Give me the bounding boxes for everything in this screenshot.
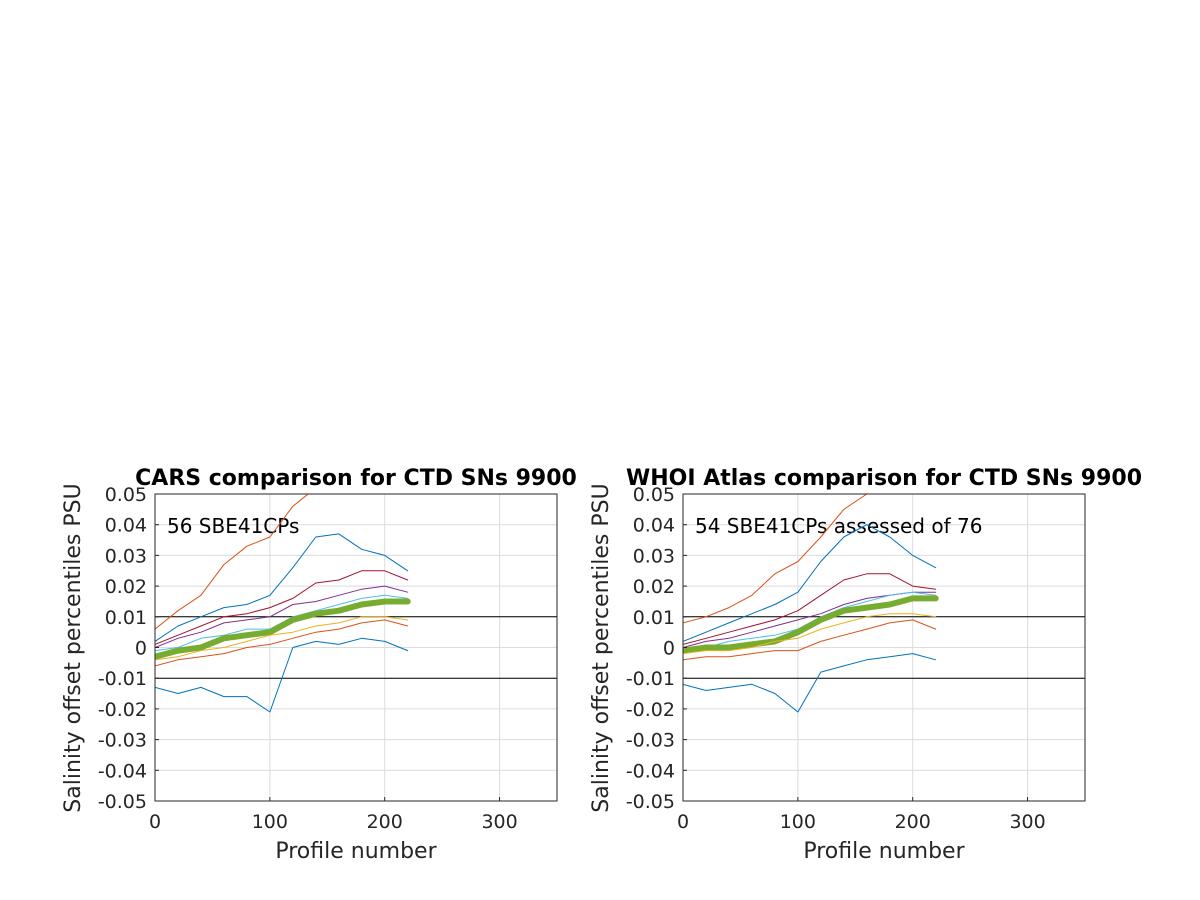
x-axis-label: Profile number: [275, 839, 437, 864]
y-tick-label: -0.04: [626, 760, 675, 782]
y-tick-label: -0.04: [98, 760, 147, 782]
y-tick-label: 0.01: [105, 607, 147, 629]
axes-frame: [154, 493, 558, 802]
percentile-line: [155, 616, 409, 661]
x-tick-label: 300: [1009, 811, 1045, 833]
percentile-line: [155, 570, 409, 645]
y-tick-label: 0: [663, 638, 675, 660]
percentile-line: [683, 524, 937, 642]
y-tick-label: 0.04: [105, 515, 147, 537]
float-count-annotation: 54 SBE41CPs assessed of 76: [695, 514, 982, 538]
percentile-line: [683, 494, 868, 624]
x-axis-label: Profile number: [803, 839, 965, 864]
median-offset-line: [683, 595, 939, 654]
y-tick-label: -0.03: [626, 730, 675, 752]
percentile-line: [155, 637, 409, 713]
y-tick-label: 0.03: [105, 545, 147, 567]
percentile-line: [683, 573, 937, 645]
y-tick-label: 0.04: [633, 515, 675, 537]
percentile-line: [683, 653, 937, 713]
percentile-line: [683, 613, 937, 655]
median-offset-line: [155, 598, 411, 660]
y-tick-label: -0.05: [98, 791, 147, 813]
float-count-annotation: 56 SBE41CPs: [167, 514, 299, 538]
percentile-line: [155, 585, 409, 648]
y-tick-label: 0: [135, 638, 147, 660]
x-tick-label: 200: [367, 811, 403, 833]
y-tick-label: -0.05: [626, 791, 675, 813]
y-tick-label: -0.02: [98, 699, 147, 721]
chart-title: CARS comparison for CTD SNs 9900: [135, 466, 577, 491]
x-tick-label: 0: [677, 811, 689, 833]
x-tick-label: 200: [895, 811, 931, 833]
y-axis-label: Salinity offset percentiles PSU: [589, 483, 614, 812]
whoi-atlas-comparison-chart: WHOI Atlas comparison for CTD SNs 9900 P…: [589, 466, 1142, 864]
x-tick-label: 100: [780, 811, 816, 833]
y-tick-label: -0.03: [98, 730, 147, 752]
y-tick-label: 0.02: [105, 576, 147, 598]
y-axis-label: Salinity offset percentiles PSU: [61, 483, 86, 812]
y-tick-label: 0.05: [633, 484, 675, 506]
chart-title: WHOI Atlas comparison for CTD SNs 9900: [626, 466, 1142, 491]
y-tick-label: 0.03: [633, 545, 675, 567]
y-tick-label: 0.02: [633, 576, 675, 598]
x-tick-label: 100: [252, 811, 288, 833]
x-tick-label: 0: [149, 811, 161, 833]
percentile-line: [155, 619, 409, 667]
plot-area: [155, 494, 557, 713]
percentile-line: [155, 533, 409, 642]
plot-area: [683, 494, 1085, 713]
y-tick-label: -0.02: [626, 699, 675, 721]
x-tick-label: 300: [481, 811, 517, 833]
percentile-line: [683, 619, 937, 661]
percentile-line: [155, 494, 309, 630]
y-tick-label: -0.01: [626, 668, 675, 690]
y-tick-label: 0.05: [105, 484, 147, 506]
y-tick-label: -0.01: [98, 668, 147, 690]
cars-comparison-chart: CARS comparison for CTD SNs 9900 Profile…: [61, 466, 577, 864]
axes-frame: [682, 493, 1086, 802]
y-tick-label: 0.01: [633, 607, 675, 629]
